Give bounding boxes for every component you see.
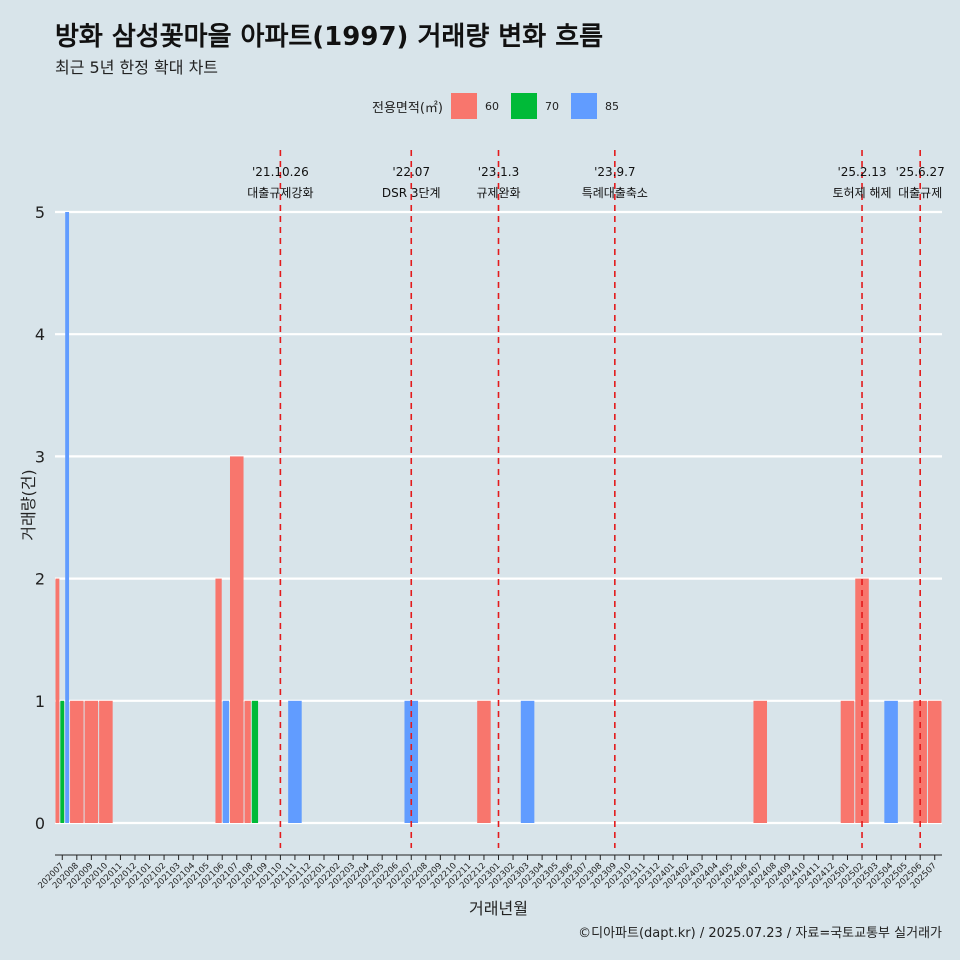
legend-title: 전용면적(㎡) <box>372 100 443 116</box>
event-name-label: 대출규제 <box>898 186 942 200</box>
bar-60-202107 <box>229 456 244 823</box>
event-name-label: 특례대출축소 <box>582 186 648 200</box>
event-name-label: 대출규제강화 <box>247 186 313 200</box>
bar-85-202303 <box>520 700 535 823</box>
y-tick-label: 5 <box>35 203 45 222</box>
bar-70-202108 <box>251 700 259 823</box>
bar-60-202010 <box>99 700 113 823</box>
y-axis-title: 거래량(건) <box>19 469 38 540</box>
chart-title: 방화 삼성꽃마을 아파트(1997) 거래량 변화 흐름 <box>55 22 604 52</box>
bar-60-202007 <box>55 578 60 823</box>
bar-85-202007 <box>65 212 70 823</box>
y-tick-label: 2 <box>35 570 45 589</box>
legend-label-85: 85 <box>604 99 619 113</box>
event-date-label: '23.9.7 <box>594 165 635 179</box>
bar-60-202507 <box>927 700 942 823</box>
legend-label-60: 60 <box>484 99 499 113</box>
y-tick-label: 1 <box>35 692 45 711</box>
bar-85-202106 <box>222 700 229 823</box>
chart-subtitle: 최근 5년 한정 확대 차트 <box>55 58 219 77</box>
event-date-label: '25.2.13 <box>837 165 886 179</box>
event-name-label: DSR 3단계 <box>382 186 441 200</box>
legend-item-70: 70 <box>510 93 559 119</box>
y-tick-label: 4 <box>35 325 45 344</box>
bar-60-202009 <box>84 700 99 823</box>
legend: 전용면적(㎡) 60 70 85 <box>372 93 631 119</box>
legend-swatch-70 <box>510 93 537 119</box>
event-date-label: '22.07 <box>392 165 430 179</box>
bar-70-202007 <box>60 700 65 823</box>
bar-60-202106 <box>215 578 222 823</box>
bar-60-202506 <box>913 700 927 823</box>
event-name-label: 규제완화 <box>476 186 520 200</box>
bar-85-202504 <box>884 700 898 823</box>
y-tick-label: 3 <box>35 447 45 466</box>
legend-item-60: 60 <box>450 93 499 119</box>
y-tick-label: 0 <box>35 814 45 833</box>
event-date-label: '21.10.26 <box>252 165 309 179</box>
legend-item-85: 85 <box>570 93 619 119</box>
legend-label-70: 70 <box>544 99 559 113</box>
bar-85-202111 <box>288 700 302 823</box>
legend-swatch-85 <box>570 93 597 119</box>
bar-60-202108 <box>244 700 251 823</box>
bar-60-202008 <box>70 700 84 823</box>
bar-85-202207 <box>404 700 419 823</box>
event-name-label: 토허제 해제 <box>833 186 892 200</box>
x-axis-title: 거래년월 <box>469 899 528 918</box>
footer-credit: ©디아파트(dapt.kr) / 2025.07.23 / 자료=국토교통부 실… <box>578 926 942 941</box>
bar-60-202501 <box>840 700 855 823</box>
bar-60-202212 <box>477 700 491 823</box>
legend-swatch-60 <box>450 93 477 119</box>
event-date-label: '25.6.27 <box>896 165 945 179</box>
event-date-label: '23.1.3 <box>478 165 519 179</box>
bar-60-202407 <box>753 700 768 823</box>
